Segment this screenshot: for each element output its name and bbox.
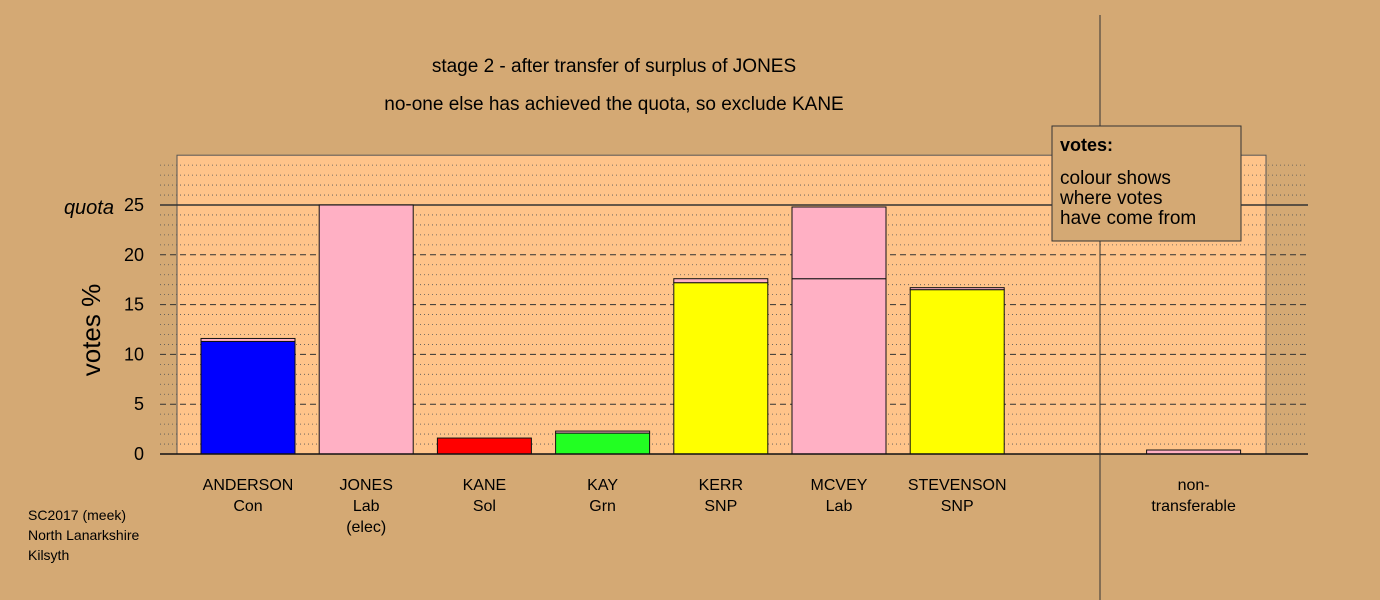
footer-line-2: North Lanarkshire xyxy=(28,527,139,543)
y-tick-label: 15 xyxy=(124,295,144,315)
chart-subtitle: no-one else has achieved the quota, so e… xyxy=(384,94,843,115)
category-label: Lab xyxy=(353,498,380,515)
bar-segment xyxy=(555,432,651,455)
category-label: ANDERSON xyxy=(203,477,294,494)
category-label: KAY xyxy=(587,477,618,494)
bar-segment xyxy=(436,437,532,455)
category-label: STEVENSON xyxy=(908,477,1007,494)
category-label: SNP xyxy=(941,498,974,515)
bar-segment xyxy=(673,282,769,455)
legend: votes: colour shows where votes have com… xyxy=(1051,125,1242,242)
category-label: transferable xyxy=(1151,498,1236,515)
legend-box xyxy=(1051,125,1242,242)
y-tick-label: 0 xyxy=(134,444,144,464)
category-label: (elec) xyxy=(346,519,386,536)
y-tick-label: 5 xyxy=(134,394,144,414)
bar-segment xyxy=(909,289,1005,455)
category-label: non- xyxy=(1178,477,1210,494)
category-label: MCVEY xyxy=(811,477,868,494)
y-axis-label: votes % xyxy=(76,284,106,377)
bar-segment xyxy=(909,287,1005,291)
category-label: Con xyxy=(233,498,262,515)
bar-segment xyxy=(200,340,296,455)
legend-line-2: where votes xyxy=(1059,188,1162,209)
bar-segment xyxy=(200,337,296,342)
category-label: Grn xyxy=(589,498,616,515)
bar-segment xyxy=(318,204,414,455)
chart-title: stage 2 - after transfer of surplus of J… xyxy=(432,56,796,77)
category-label: Sol xyxy=(473,498,496,515)
legend-line-3: have come from xyxy=(1060,208,1196,229)
footer-line-3: Kilsyth xyxy=(28,547,69,563)
y-tick-label: 20 xyxy=(124,245,144,265)
bar-segment xyxy=(555,430,651,434)
category-label: Lab xyxy=(826,498,853,515)
category-label: SNP xyxy=(704,498,737,515)
quota-label: quota xyxy=(64,197,114,219)
bar-segment xyxy=(791,278,887,455)
category-label: KERR xyxy=(699,477,743,494)
category-label: KANE xyxy=(463,477,507,494)
legend-line-1: colour shows xyxy=(1060,168,1171,189)
legend-title: votes: xyxy=(1060,135,1113,155)
bar-segment xyxy=(791,206,887,280)
y-tick-label: 10 xyxy=(124,344,144,364)
y-tick-label: 25 xyxy=(124,195,144,215)
category-label: JONES xyxy=(340,477,393,494)
bar-segment xyxy=(673,278,769,284)
footer-line-1: SC2017 (meek) xyxy=(28,507,126,523)
